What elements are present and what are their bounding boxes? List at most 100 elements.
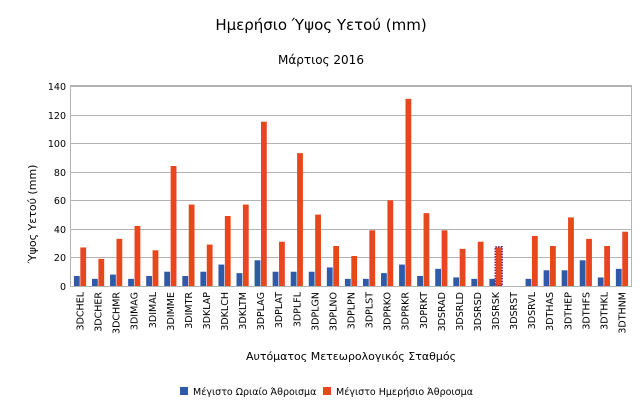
bar-daily-3dsrsk bbox=[495, 247, 502, 286]
x-tick-label: 3DTHAS bbox=[545, 292, 556, 331]
bar-hourly-3dplno bbox=[326, 267, 333, 286]
bar-daily-3dklap bbox=[206, 244, 213, 286]
bar-hourly-3dklap bbox=[200, 271, 207, 286]
x-tick-label: 3DSRST bbox=[509, 292, 520, 330]
legend: Μέγιστο Ωριαίο Άθροισμα Μέγιστο Ημερήσιο… bbox=[180, 387, 473, 398]
bar-daily-3dsrvl bbox=[531, 236, 538, 286]
legend-label-daily: Μέγιστο Ημερήσιο Άθροισμα bbox=[336, 387, 473, 398]
bar-hourly-3dplat bbox=[272, 271, 279, 286]
bar-daily-3dthas bbox=[550, 246, 556, 286]
bar-daily-3dthep bbox=[568, 217, 574, 286]
bar-hourly-3dsrad bbox=[435, 268, 442, 286]
y-tick-label: 0 bbox=[60, 282, 66, 293]
y-tick-label: 120 bbox=[48, 111, 66, 122]
x-tick-labels: 3DCHEL 3DCHER 3DCHMR 3DIMAG 3DIMAL 3DIMME 3DIM… bbox=[76, 291, 629, 334]
bar-hourly-3dthnm bbox=[615, 268, 622, 286]
y-tick-labels: 0 20 40 60 80 100 120 140 bbox=[48, 82, 66, 293]
x-tick-label: 3DCHER bbox=[94, 292, 105, 332]
y-tick-label: 20 bbox=[54, 253, 66, 264]
x-tick-label: 3DIMTR bbox=[184, 292, 195, 329]
bar-daily-3dchel bbox=[80, 247, 87, 286]
bar-daily-3dthnm bbox=[622, 231, 629, 286]
x-axis-label: Αυτόματος Μετεωρολογικός Σταθμός bbox=[246, 350, 456, 363]
bar-hourly-3dsrvl bbox=[525, 278, 532, 286]
bar-daily-3dprko bbox=[387, 200, 394, 286]
bar-hourly-3dprkr bbox=[399, 264, 405, 286]
x-tick-label: 3DSRAD bbox=[437, 292, 448, 331]
bar-daily-3dkltm bbox=[242, 204, 249, 286]
bar-daily-3dthkl bbox=[604, 246, 610, 286]
x-tick-label: 3DPLNO bbox=[328, 292, 339, 331]
x-tick-label: 3DIMME bbox=[166, 292, 177, 331]
legend-label-hourly: Μέγιστο Ωριαίο Άθροισμα bbox=[193, 387, 316, 398]
chart-title: Ημερήσιο Ύψος Υετού (mm) bbox=[215, 16, 426, 34]
bar-hourly-3dplst bbox=[362, 278, 369, 286]
bar-hourly-3dchmr bbox=[110, 274, 116, 286]
bar-daily-3dsrsd bbox=[477, 241, 484, 286]
bar-hourly-3dthep bbox=[561, 270, 568, 286]
x-tick-label: 3DKLTM bbox=[238, 292, 249, 330]
x-tick-label: 3DSRSK bbox=[491, 291, 502, 330]
x-tick-label: 3DPLGN bbox=[310, 292, 321, 331]
bar-daily-3dimtr bbox=[188, 204, 195, 286]
bar-daily-3dcher bbox=[98, 258, 105, 286]
x-tick-label: 3DKLCH bbox=[220, 292, 231, 331]
bars bbox=[73, 98, 629, 287]
y-tick-label: 140 bbox=[48, 82, 66, 93]
y-tick-label: 80 bbox=[54, 168, 66, 179]
bar-hourly-3dplag bbox=[254, 260, 261, 286]
y-axis-label: Ύψος Υετού (mm) bbox=[26, 165, 39, 265]
bar-daily-3dplpn bbox=[351, 256, 358, 286]
bar-hourly-3dprko bbox=[381, 273, 387, 286]
x-tick-label: 3DTHEP bbox=[563, 292, 574, 330]
bar-daily-3dsrad bbox=[441, 230, 448, 286]
x-tick-label: 3DIMAG bbox=[130, 292, 141, 330]
x-tick-label: 3DTHKL bbox=[599, 291, 610, 330]
x-tick-label: 3DPRKT bbox=[419, 292, 430, 329]
bar-daily-3dimag bbox=[134, 226, 141, 286]
x-tick-label: 3DSRSD bbox=[473, 292, 484, 331]
bar-daily-3dplag bbox=[260, 121, 267, 287]
bar-daily-3dplno bbox=[333, 246, 340, 286]
bar-daily-3dthfs bbox=[586, 238, 592, 286]
legend-swatch-daily bbox=[323, 387, 331, 395]
x-tick-label: 3DTHFS bbox=[581, 292, 592, 330]
bar-hourly-3dcher bbox=[92, 278, 98, 286]
bar-hourly-3dimtr bbox=[182, 276, 189, 286]
bar-hourly-3dplgn bbox=[308, 271, 315, 286]
bar-hourly-3dthfs bbox=[579, 260, 586, 286]
plot-frame bbox=[70, 85, 632, 287]
y-tick-label: 100 bbox=[48, 139, 66, 150]
x-tick-label: 3DPRKO bbox=[383, 292, 394, 331]
bar-daily-3dklch bbox=[224, 216, 231, 286]
x-tick-label: 3DIMAL bbox=[148, 291, 159, 328]
chart-subtitle: Μάρτιος 2016 bbox=[278, 53, 364, 67]
y-tick-label: 60 bbox=[54, 196, 66, 207]
x-tick-label: 3DPLPN bbox=[347, 292, 358, 329]
bar-daily-3dsrld bbox=[459, 248, 466, 286]
bar-daily-3dprkr bbox=[405, 98, 412, 286]
x-tick-label: 3DKLAP bbox=[202, 292, 213, 330]
x-tick-label: 3DSRLD bbox=[455, 292, 466, 331]
bar-hourly-3dchel bbox=[73, 276, 80, 286]
bar-hourly-3dprkt bbox=[417, 276, 423, 286]
x-tick-label: 3DPLST bbox=[365, 292, 376, 328]
bar-hourly-3dplfl bbox=[290, 271, 297, 286]
x-tick-label: 3DPLAT bbox=[274, 292, 285, 328]
bar-hourly-3dplpn bbox=[344, 278, 351, 286]
bar-hourly-3dimme bbox=[164, 271, 171, 286]
bar-daily-3dplgn bbox=[315, 214, 321, 286]
bar-daily-3dplfl bbox=[297, 153, 303, 286]
bar-daily-3dprkt bbox=[423, 213, 430, 286]
bar-hourly-3dsrld bbox=[453, 277, 460, 286]
bar-daily-3dchmr bbox=[116, 238, 123, 286]
bar-hourly-3dklch bbox=[218, 264, 225, 286]
bar-hourly-3dimag bbox=[128, 278, 134, 286]
bar-daily-3dplst bbox=[369, 230, 376, 286]
bar-daily-3dimal bbox=[152, 250, 159, 286]
bar-hourly-3dthkl bbox=[597, 277, 604, 286]
x-tick-label: 3DTHNM bbox=[617, 292, 628, 334]
